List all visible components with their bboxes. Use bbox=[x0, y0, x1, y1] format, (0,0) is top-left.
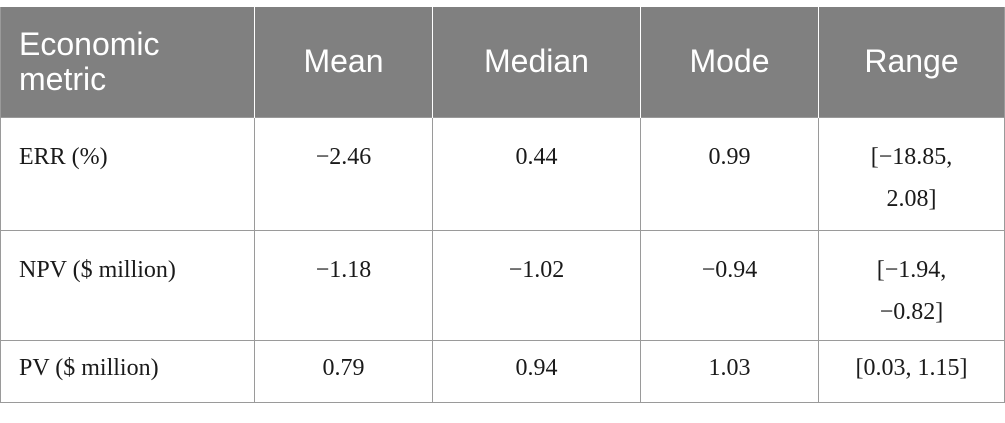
table-row: PV ($ million) 0.79 0.94 1.03 [0.03, 1.1… bbox=[0, 339, 1005, 403]
cell-metric: NPV ($ million) bbox=[0, 229, 255, 341]
range-line-2: 2.08] bbox=[886, 185, 937, 212]
cell-median: −1.02 bbox=[432, 229, 641, 341]
cell-range: [−18.85, 2.08] bbox=[818, 116, 1005, 231]
table-row: ERR (%) −2.46 0.44 0.99 [−18.85, 2.08] bbox=[0, 116, 1005, 231]
cell-mean: −1.18 bbox=[254, 229, 433, 341]
table-row: NPV ($ million) −1.18 −1.02 −0.94 [−1.94… bbox=[0, 229, 1005, 341]
cell-range: [−1.94, −0.82] bbox=[818, 229, 1005, 341]
cell-mean: 0.79 bbox=[254, 339, 433, 403]
header-range: Range bbox=[818, 7, 1005, 117]
cell-range: [0.03, 1.15] bbox=[818, 339, 1005, 403]
range-line-1: [0.03, 1.15] bbox=[855, 354, 968, 381]
header-mean: Mean bbox=[254, 7, 433, 117]
economic-metrics-table: Economic metric Mean Median Mode Range E… bbox=[0, 7, 1005, 403]
range-line-1: [−18.85, bbox=[870, 143, 953, 170]
header-median: Median bbox=[432, 7, 641, 117]
cell-mode: −0.94 bbox=[640, 229, 819, 341]
cell-mode: 0.99 bbox=[640, 116, 819, 231]
header-row: Economic metric Mean Median Mode Range bbox=[0, 7, 1005, 117]
header-economic-metric: Economic metric bbox=[0, 7, 255, 117]
cell-median: 0.94 bbox=[432, 339, 641, 403]
range-line-1: [−1.94, bbox=[876, 256, 947, 283]
cell-mode: 1.03 bbox=[640, 339, 819, 403]
cell-mean: −2.46 bbox=[254, 116, 433, 231]
range-line-2: −0.82] bbox=[879, 298, 944, 325]
cell-metric: PV ($ million) bbox=[0, 339, 255, 403]
cell-median: 0.44 bbox=[432, 116, 641, 231]
cell-metric: ERR (%) bbox=[0, 116, 255, 231]
header-mode: Mode bbox=[640, 7, 819, 117]
